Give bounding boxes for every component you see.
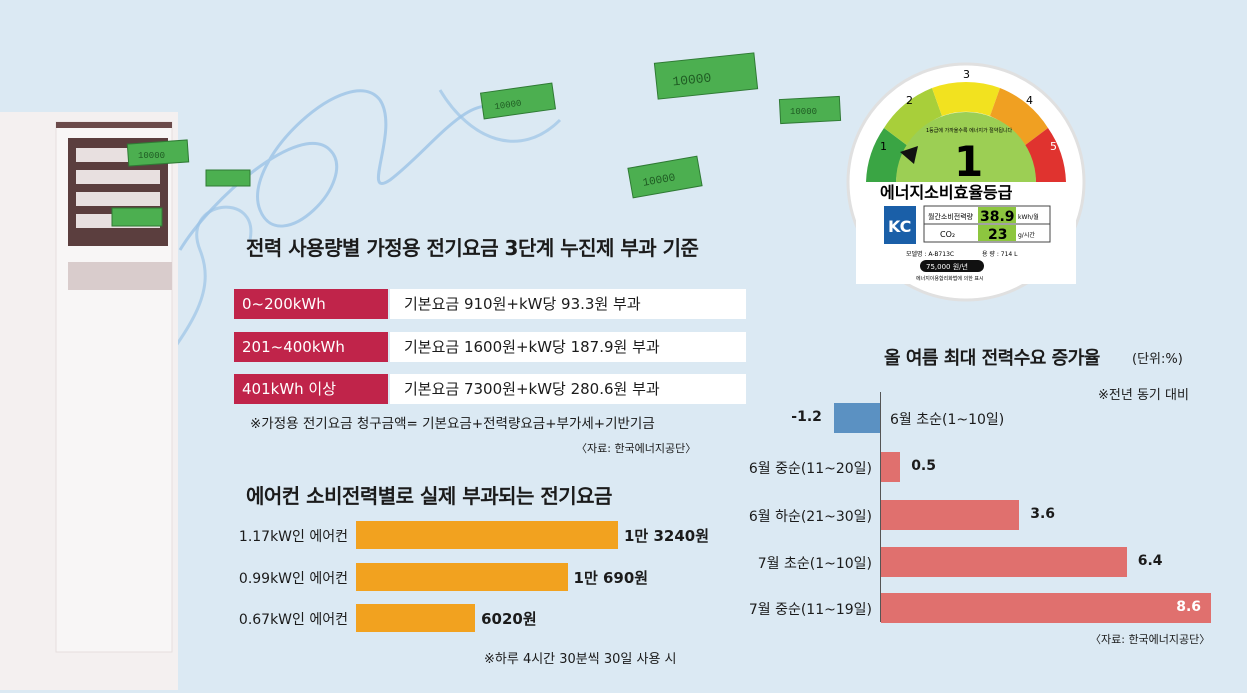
co2-label: CO₂ <box>940 230 955 239</box>
co2-value: 23 <box>988 227 1007 243</box>
ac-chart-title: 에어컨 소비전력별로 실제 부과되는 전기요금 <box>246 484 612 508</box>
money-bill-icon <box>111 52 842 227</box>
ac-chart-note: ※하루 4시간 30분씩 30일 사용 시 <box>484 652 677 667</box>
svg-text:10000: 10000 <box>672 71 712 90</box>
grade-5-label: 5 <box>1050 140 1057 153</box>
ac-bar <box>356 521 618 549</box>
label-footer: 에너지이용합리화법에 의한 표시 <box>916 275 984 282</box>
annual-cost: 75,000 원/년 <box>926 262 968 271</box>
tariff-row: 0~200kWh 기본요금 910원+kW당 93.3원 부과 <box>234 289 746 319</box>
tariff-tier-value: 기본요금 7300원+kW당 280.6원 부과 <box>390 374 746 404</box>
demand-bar <box>881 500 1020 530</box>
demand-value-label: 6.4 <box>1137 553 1163 569</box>
ac-value-label: 1만 690원 <box>573 569 649 587</box>
tariff-tier-label: 401kWh 이상 <box>234 374 388 404</box>
current-grade: 1 <box>954 137 983 186</box>
grade-2-label: 2 <box>906 94 913 107</box>
grade-1-label: 1 <box>880 140 887 153</box>
demand-bar <box>881 547 1127 577</box>
demand-bar <box>881 452 901 482</box>
demand-chart-title: 올 여름 최대 전력수요 증가율 <box>884 348 1100 369</box>
svg-text:10000: 10000 <box>642 172 677 190</box>
demand-category-label: 7월 중순(11~19일) <box>748 602 872 618</box>
monthly-usage-label: 월간소비전력량 <box>928 212 974 221</box>
tariff-tier-value: 기본요금 910원+kW당 93.3원 부과 <box>390 289 746 319</box>
demand-value-label: 3.6 <box>1030 506 1056 522</box>
svg-text:10000: 10000 <box>790 107 817 117</box>
demand-bar <box>881 593 1212 623</box>
kc-logo: KC <box>888 217 911 236</box>
ac-value-label: 1만 3240원 <box>624 527 710 545</box>
ac-bar <box>356 563 568 591</box>
demand-chart-note: ※전년 동기 대비 <box>1098 388 1189 403</box>
ac-category-label: 0.67kW인 에어컨 <box>238 612 348 628</box>
grade-3-label: 3 <box>963 68 970 81</box>
demand-axis <box>880 392 881 622</box>
ac-category-label: 0.99kW인 에어컨 <box>238 571 348 587</box>
demand-category-label: 7월 초순(1~10일) <box>757 556 872 572</box>
tariff-source: 〈자료: 한국에너지공단〉 <box>576 442 697 455</box>
svg-text:10000: 10000 <box>138 151 165 161</box>
tariff-tier-label: 0~200kWh <box>234 289 388 319</box>
demand-category-label: 6월 초순(1~10일) <box>890 412 1005 428</box>
tariff-note: ※가정용 전기요금 청구금액= 기본요금+전력량요금+부가세+기반기금 <box>250 416 655 432</box>
grade-hint: 1등급에 가까울수록 에너지가 절약됩니다 <box>926 127 1013 134</box>
svg-text:10000: 10000 <box>494 99 522 113</box>
demand-value-label: 8.6 <box>1176 599 1202 615</box>
monthly-usage-unit: kWh/월 <box>1018 213 1039 221</box>
demand-value-label: 0.5 <box>911 458 936 474</box>
energy-efficiency-label: 1 2 3 4 5 1 1등급에 가까울수록 에너지가 절약됩니다 에너지소비효… <box>846 62 1086 302</box>
volume-label: 용 량 : 714 L <box>982 251 1018 258</box>
tariff-tier-label: 201~400kWh <box>234 332 388 362</box>
model-label: 모델명 : A-B713C <box>906 250 954 258</box>
ac-bar <box>356 604 476 632</box>
air-conditioner-icon <box>0 112 178 690</box>
demand-category-label: 6월 하순(21~30일) <box>748 509 872 525</box>
ac-value-label: 6020원 <box>481 610 537 628</box>
tariff-row: 401kWh 이상 기본요금 7300원+kW당 280.6원 부과 <box>234 374 746 404</box>
monthly-usage-value: 38.9 <box>980 209 1015 225</box>
demand-chart-source: 〈자료: 한국에너지공단〉 <box>1090 633 1211 646</box>
label-title: 에너지소비효율등급 <box>880 183 1013 202</box>
demand-category-label: 6월 중순(11~20일) <box>748 461 872 477</box>
tariff-title: 전력 사용량별 가정용 전기요금 3단계 누진제 부과 기준 <box>246 236 699 260</box>
tariff-tier-value: 기본요금 1600원+kW당 187.9원 부과 <box>390 332 746 362</box>
co2-unit: g/시간 <box>1018 231 1035 239</box>
demand-bar <box>833 403 880 433</box>
demand-chart-unit: (단위:%) <box>1132 352 1183 367</box>
ac-category-label: 1.17kW인 에어컨 <box>238 529 348 545</box>
grade-4-label: 4 <box>1026 94 1033 107</box>
tariff-row: 201~400kWh 기본요금 1600원+kW당 187.9원 부과 <box>234 332 746 362</box>
demand-value-label: -1.2 <box>791 409 822 425</box>
